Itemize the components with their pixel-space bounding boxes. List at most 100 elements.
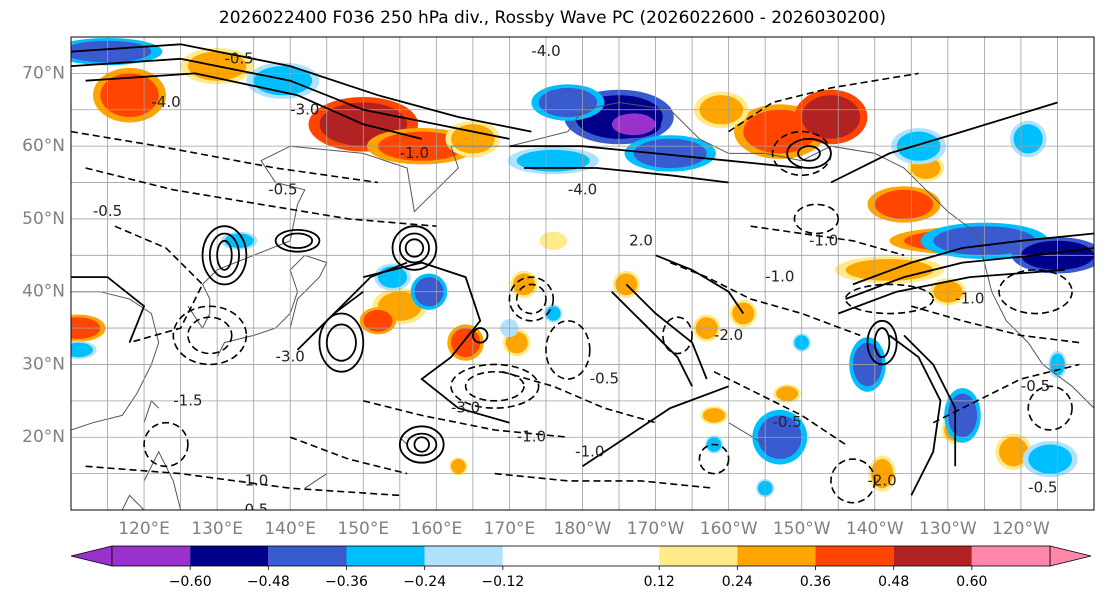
convergence-region-core (933, 226, 1036, 256)
contour-label: -1.0 (955, 290, 984, 308)
divergence-region-core (187, 51, 247, 81)
divergence-region-halo (449, 457, 468, 476)
colorbar-tick-label: −0.48 (247, 574, 290, 590)
latitude-tick-label: 30°N (22, 354, 65, 374)
divergence-region-halo (308, 97, 419, 152)
negative-contour (172, 305, 248, 366)
latitude-tick-labels: 70°N 60°N 50°N 40°N 30°N 20°N (22, 63, 65, 447)
colorbar-segment (893, 546, 972, 566)
longitude-tick-label: 120°E (118, 519, 170, 539)
positive-contour (406, 432, 438, 457)
convergence-region-halo (1011, 237, 1094, 274)
colorbar-segment (268, 546, 347, 566)
convergence-region-core (516, 149, 590, 172)
convergence-region-core (794, 335, 809, 350)
colorbar-segment (659, 546, 738, 566)
contour-labels: -4.0 -0.5 -4.0 -3.0 -1.0 -4.0 -0.5 -0.5 2.0 -1.0 -… (93, 42, 1058, 510)
convergence-region-core (377, 266, 408, 288)
convergence-region-halo (944, 388, 981, 443)
convergence-region-core (706, 437, 722, 452)
convergence-region-core (1050, 353, 1065, 376)
divergence-region-core (451, 328, 481, 358)
positive-contour (208, 232, 240, 279)
contour-label: -0.5 (1028, 479, 1057, 497)
contour-label: -1.0 (239, 471, 268, 489)
positive-contour (71, 276, 146, 343)
longitude-tick-label: 170°W (627, 519, 685, 539)
divergence-region-halo (503, 329, 531, 357)
divergence-region-halo (868, 455, 896, 492)
contour-label: 2.0 (629, 231, 653, 249)
contour-label: -3.0 (276, 348, 305, 366)
colorbar-tick-label: 0.24 (722, 574, 753, 590)
contour-label: -1.0 (575, 442, 604, 460)
longitude-tick-label: 160°E (411, 519, 463, 539)
convergence-region-core (502, 320, 517, 336)
colorbar-segment (346, 546, 425, 566)
convergence-region-halo (410, 273, 448, 310)
convergence-region-halo (624, 135, 716, 172)
negative-contour (508, 276, 555, 322)
colorbar-segment (737, 546, 816, 566)
convergence-region-core (253, 66, 313, 96)
longitude-tick-label: 140°E (264, 519, 316, 539)
colorbar-segment (971, 546, 1050, 566)
contour-label: -0.5 (772, 413, 801, 431)
coastline (71, 291, 160, 431)
colorbar-tick-label: 0.60 (956, 574, 987, 590)
colorbar-segment (190, 546, 269, 566)
divergence-region-halo (693, 314, 721, 342)
negative-contour (85, 465, 400, 497)
contour-label: -1.0 (400, 144, 429, 162)
longitude-tick-label: 150°E (337, 519, 389, 539)
negative-contour (793, 203, 840, 235)
divergence-region-halo (889, 227, 1036, 255)
convergence-region-core (611, 113, 656, 136)
negative-contour (998, 269, 1073, 315)
convergence-region-core (757, 415, 802, 460)
divergence-region-core (377, 131, 466, 161)
negative-contour (363, 400, 568, 438)
coastline (121, 494, 145, 510)
positive-contour (282, 232, 314, 249)
convergence-region-core (757, 480, 773, 496)
divergence-region-core (776, 386, 799, 401)
convergence-region-halo (752, 409, 808, 465)
longitude-tick-label: 180°W (554, 519, 612, 539)
convergence-region-halo (531, 84, 605, 121)
longitude-tick-label: 120°W (992, 519, 1050, 539)
colorbar-tick-label: 0.36 (800, 574, 831, 590)
divergence-region-core (703, 408, 725, 423)
positive-contour (611, 291, 693, 387)
negative-contour (662, 316, 693, 355)
divergence-region-core (451, 124, 495, 154)
positive-contour (391, 225, 438, 271)
longitude-tick-label: 130°W (919, 519, 977, 539)
convergence-region-halo (792, 333, 811, 352)
contour-label: -4.0 (151, 93, 180, 111)
divergence-region-core (505, 331, 528, 354)
coastline (304, 473, 328, 489)
convergence-region-halo (246, 62, 320, 99)
rossby-wave-contours (71, 43, 1094, 504)
divergence-region-halo (359, 307, 397, 335)
divergence-region-core (732, 302, 755, 325)
positive-contour (625, 283, 708, 380)
convergence-region-core (852, 342, 883, 387)
convergence-region-core (1021, 240, 1094, 270)
positive-contour (216, 239, 233, 271)
negative-contour (114, 225, 204, 344)
longitude-tick-label: 170°E (484, 519, 536, 539)
convergence-region-halo (71, 340, 97, 359)
negative-contour (515, 283, 547, 315)
divergence-region-halo (539, 231, 567, 250)
divergence-region-core (999, 437, 1029, 467)
coastlines (71, 101, 1094, 510)
divergence-region-core (542, 233, 565, 249)
longitude-tick-label: 160°W (700, 519, 758, 539)
positive-contour (398, 232, 430, 264)
positive-contour (830, 101, 1058, 184)
contour-label: -4.0 (568, 180, 597, 198)
